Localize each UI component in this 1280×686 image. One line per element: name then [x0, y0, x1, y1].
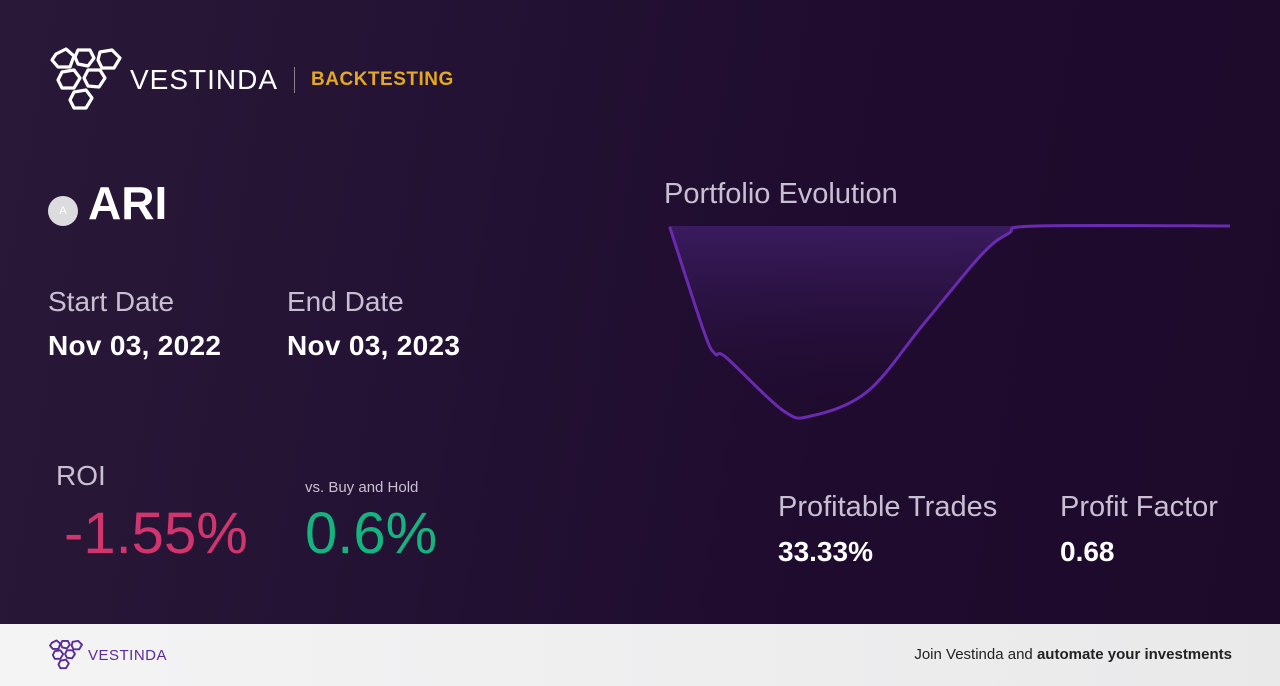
profit-factor-label: Profit Factor [1060, 491, 1218, 523]
profitable-trades-value: 33.33% [778, 536, 873, 567]
ticker-symbol: ARI [88, 177, 168, 229]
vestinda-logo-icon [49, 639, 83, 670]
start-date-value: Nov 03, 2022 [48, 330, 222, 361]
footer-cta-prefix: Join Vestinda and [914, 646, 1037, 663]
roi-value: -1.55% [64, 501, 248, 566]
section-tag: BACKTESTING [311, 69, 454, 90]
profit-factor-value: 0.68 [1060, 536, 1115, 567]
portfolio-area [670, 225, 1230, 419]
footer-cta-bold: automate your investments [1036, 646, 1232, 663]
header: VESTINDA BACKTESTING [48, 46, 454, 114]
ticker: A ARI [48, 176, 167, 230]
chart-title: Portfolio Evolution [664, 178, 898, 210]
profitable-trades-label: Profitable Trades [778, 491, 998, 523]
portfolio-chart [668, 223, 1230, 420]
end-date: End Date Nov 03, 2023 [287, 286, 460, 362]
portfolio-line [668, 223, 1230, 420]
vs-buy-hold-value: 0.6% [305, 501, 438, 566]
vs-buy-hold-label: vs. Buy and Hold [305, 479, 419, 496]
start-date-label: Start Date [48, 286, 175, 317]
brand-name: VESTINDA [130, 64, 279, 95]
profitable-trades: Profitable Trades 33.33% [778, 491, 997, 568]
header-divider [294, 67, 296, 93]
roi-label: ROI [56, 460, 106, 491]
footer-cta[interactable]: Join Vestinda and automate your investme… [914, 646, 1232, 663]
end-date-label: End Date [287, 286, 404, 317]
backtest-card: VESTINDA BACKTESTING A ARI Start Date No… [0, 0, 1280, 624]
start-date: Start Date Nov 03, 2022 [48, 286, 221, 362]
footer-brand: VESTINDA [88, 646, 168, 664]
footer-logo[interactable]: VESTINDA [48, 639, 167, 671]
profit-factor: Profit Factor 0.68 [1060, 491, 1218, 568]
vestinda-logo-icon [50, 47, 122, 110]
footer: VESTINDA Join Vestinda and automate your… [0, 624, 1280, 686]
ticker-badge: A [48, 196, 78, 226]
end-date-value: Nov 03, 2023 [287, 330, 461, 361]
